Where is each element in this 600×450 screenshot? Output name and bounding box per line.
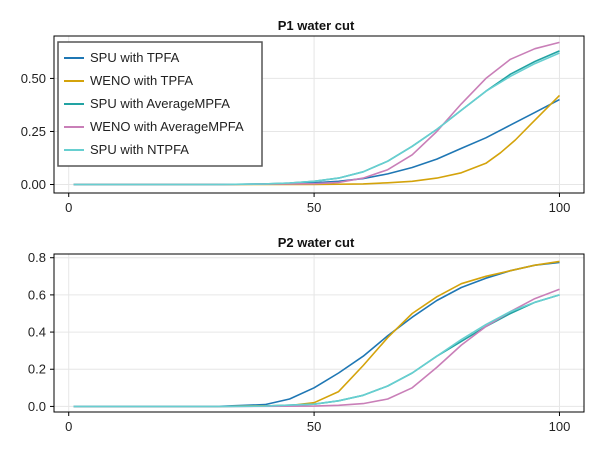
legend-label-weno-avg: WENO with AverageMPFA [90,119,244,134]
p2-y-tick-label-2: 0.4 [28,325,46,340]
legend-label-spu-avg: SPU with AverageMPFA [90,96,230,111]
p2-plot-frame [53,253,585,413]
p1-x-tick-label-1: 50 [307,200,321,215]
p2-y-tick-label-4: 0.8 [28,250,46,265]
p2-y-tick-label-3: 0.6 [28,287,46,302]
p1-series-line-weno-tpfa [73,94,561,186]
p1-y-tick-label-2: 0.50 [21,71,46,86]
p2-x-tick-label-2: 100 [549,419,571,434]
p2-series-line-spu-ntpfa [73,294,560,408]
p2-title: P2 water cut [278,235,355,250]
p1-plot-frame [53,35,585,194]
p2-y-tick-label-1: 0.2 [28,362,46,377]
p1-y-tick-label-1: 0.25 [21,124,46,139]
p2-water-cut-panel: P2 water cut 0 50 100 0.0 0.2 0.4 0.6 0.8 [28,235,585,434]
legend-label-weno-tpfa: WENO with TPFA [90,73,193,88]
p1-x-tick-label-2: 100 [549,200,571,215]
legend-label-spu-ntpfa: SPU with NTPFA [90,142,189,157]
p1-x-tick-label-0: 0 [65,200,72,215]
p1-y-tick-label-0: 0.00 [21,177,46,192]
legend-label-spu-tpfa: SPU with TPFA [90,50,180,65]
legend-frame [57,41,263,167]
p2-x-tick-label-0: 0 [65,419,72,434]
p2-x-tick-label-1: 50 [307,419,321,434]
p1-title: P1 water cut [278,18,355,33]
p1-series-line-weno-avg [73,41,560,186]
p2-y-tick-label-0: 0.0 [28,399,46,414]
p1-series-line-spu-ntpfa [73,52,560,186]
legend: SPU with TPFA WENO with TPFA SPU with Av… [57,41,263,167]
